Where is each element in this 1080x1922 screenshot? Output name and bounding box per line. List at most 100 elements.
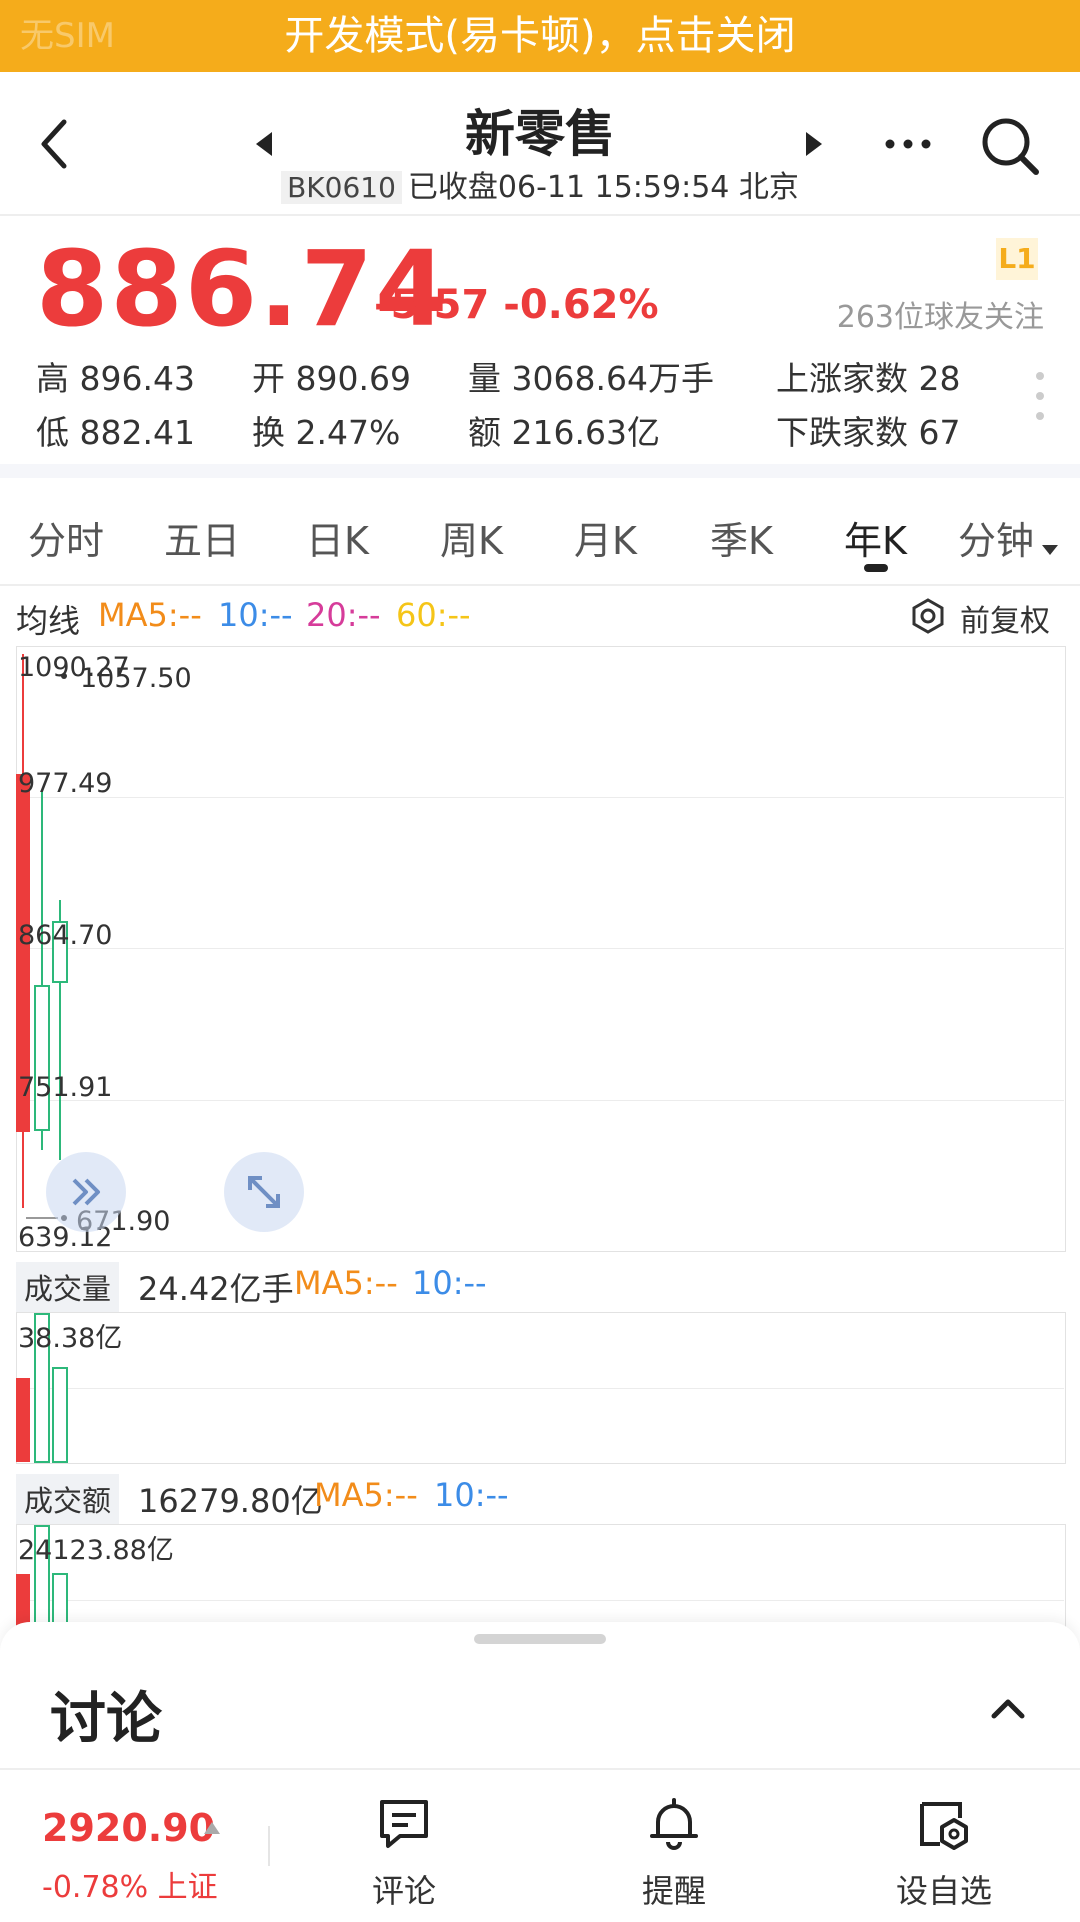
scroll-to-latest-button[interactable] xyxy=(46,1152,126,1232)
index-change[interactable]: -0.78% 上证 xyxy=(42,1870,218,1905)
volume-value: 24.42亿手 xyxy=(138,1270,294,1308)
board-code: BK0610 xyxy=(281,171,402,204)
bottom-divider xyxy=(268,1826,270,1866)
l1-badge[interactable]: L1 xyxy=(996,238,1038,280)
dev-mode-banner-text: 开发模式(易卡顿)，点击关闭 xyxy=(284,13,796,59)
volume-bar xyxy=(16,1378,30,1462)
comment-button[interactable]: 评论 xyxy=(324,1770,484,1920)
amount-ma5: MA5:-- xyxy=(314,1476,418,1514)
active-tab-indicator xyxy=(864,564,888,572)
volume-gridline xyxy=(16,1388,1064,1389)
candle-body xyxy=(52,921,68,983)
stat-low: 低 882.41 xyxy=(36,413,195,452)
kline-axis-label: 1090.27 xyxy=(18,652,130,683)
double-chevron-right-icon xyxy=(72,1178,100,1206)
volume-bars xyxy=(16,1313,68,1463)
alert-label: 提醒 xyxy=(641,1872,706,1910)
comment-icon xyxy=(380,1800,428,1848)
index-value[interactable]: 2920.90 xyxy=(42,1806,216,1850)
expand-icon xyxy=(248,1176,280,1208)
tab-monthly-k[interactable]: 月K xyxy=(574,519,637,563)
kline-gridline xyxy=(16,1100,1064,1101)
stat-fall-count: 下跌家数 67 xyxy=(776,413,961,452)
amount-gridline xyxy=(16,1600,1064,1601)
settings-icon[interactable] xyxy=(908,596,948,640)
amount-axis-label: 24123.88亿 xyxy=(18,1535,174,1566)
more-icon[interactable] xyxy=(884,136,932,156)
tab-weekly-k[interactable]: 周K xyxy=(440,519,503,563)
bottom-bar: 2920.90 -0.78% 上证 评论 提醒 设自选 xyxy=(0,1768,1080,1922)
amount-ma10: 10:-- xyxy=(434,1476,509,1514)
back-icon[interactable] xyxy=(36,116,72,176)
stat-rise-count: 上涨家数 28 xyxy=(776,359,961,398)
expand-stats-icon[interactable] xyxy=(1036,372,1044,432)
tab-minute[interactable]: 分钟 xyxy=(958,510,1060,566)
followers-count[interactable]: 263位球友关注 xyxy=(836,300,1044,335)
ma60-value: 60:-- xyxy=(396,596,471,634)
ma-label: 均线 xyxy=(16,602,81,640)
tab-quarterly-k[interactable]: 季K xyxy=(710,519,773,563)
kline-axis-label: 864.70 xyxy=(18,920,113,951)
bell-icon xyxy=(650,1798,698,1850)
ma5-value: MA5:-- xyxy=(98,596,202,634)
prev-stock-icon[interactable] xyxy=(254,130,274,162)
kline-gridline xyxy=(16,948,1064,949)
candle-body xyxy=(16,774,30,1132)
price-change: -5.57 -0.62% xyxy=(374,282,659,328)
add-to-watchlist-button[interactable]: 设自选 xyxy=(864,1770,1024,1920)
amount-bars xyxy=(16,1525,68,1632)
kline-axis-label: 751.91 xyxy=(18,1072,113,1103)
ma20-value: 20:-- xyxy=(306,596,381,634)
max-marker-dot xyxy=(61,673,67,679)
watchlist-label: 设自选 xyxy=(895,1872,992,1910)
section-divider xyxy=(0,464,1080,478)
comment-label: 评论 xyxy=(371,1872,436,1910)
price-adjust-option[interactable]: 前复权 xyxy=(960,604,1050,639)
watchlist-settings-icon xyxy=(920,1802,968,1850)
fullscreen-button[interactable] xyxy=(224,1152,304,1232)
volume-ma5: MA5:-- xyxy=(294,1264,398,1302)
chevron-up-icon[interactable] xyxy=(988,1694,1028,1726)
tab-intraday[interactable]: 分时 xyxy=(28,519,105,563)
ma10-value: 10:-- xyxy=(218,596,293,634)
volume-axis-label: 38.38亿 xyxy=(18,1323,123,1354)
next-stock-icon[interactable] xyxy=(804,130,824,162)
volume-ma10: 10:-- xyxy=(412,1264,487,1302)
dev-mode-banner[interactable]: 无SIM 开发模式(易卡顿)，点击关闭 xyxy=(0,0,1080,72)
discussion-title: 讨论 xyxy=(50,1687,162,1752)
stat-volume: 量 3068.64万手 xyxy=(468,359,714,398)
stat-open: 开 890.69 xyxy=(252,359,411,398)
sheet-grabber[interactable] xyxy=(474,1634,606,1644)
page-title: 新零售 xyxy=(465,105,615,163)
volume-bar xyxy=(34,1313,50,1463)
amount-value: 16279.80亿 xyxy=(138,1482,323,1520)
last-price: 886.74 xyxy=(36,228,450,350)
tab-daily-k[interactable]: 日K xyxy=(306,519,369,563)
volume-label[interactable]: 成交量 xyxy=(16,1262,120,1312)
dropdown-arrow-icon xyxy=(1040,522,1060,566)
volume-bar xyxy=(52,1367,68,1463)
kline-axis-label: 977.49 xyxy=(18,768,113,799)
amount-label[interactable]: 成交额 xyxy=(16,1474,120,1524)
stat-amount: 额 216.63亿 xyxy=(468,413,660,452)
alert-button[interactable]: 提醒 xyxy=(594,1770,754,1920)
amount-bar xyxy=(52,1573,68,1632)
amount-bar xyxy=(16,1574,30,1632)
kline-gridline xyxy=(16,797,1064,798)
stat-turnover: 换 2.47% xyxy=(252,413,401,452)
period-tabs: 分时 五日 日K 周K 月K 季K 年K 分钟 xyxy=(0,480,1080,586)
page-header: 新零售 BK0610 已收盘06-11 15:59:54 北京 xyxy=(0,72,1080,216)
search-icon[interactable] xyxy=(980,116,1040,180)
tab-minute-label: 分钟 xyxy=(958,519,1035,563)
kline-max-label: 1057.50 xyxy=(80,663,192,694)
tab-yearly-k[interactable]: 年K xyxy=(844,519,907,563)
amount-bar xyxy=(34,1525,50,1632)
stat-high: 高 896.43 xyxy=(36,359,195,398)
kline-chart[interactable] xyxy=(16,646,1066,1252)
quote-status-line: BK0610 已收盘06-11 15:59:54 北京 xyxy=(0,162,1080,206)
status-bar-carrier: 无SIM xyxy=(20,16,115,56)
market-status: 已收盘06-11 15:59:54 北京 xyxy=(407,170,799,205)
candle-body xyxy=(34,985,50,1131)
triangle-up-icon xyxy=(202,1820,222,1840)
tab-five-day[interactable]: 五日 xyxy=(164,519,241,563)
